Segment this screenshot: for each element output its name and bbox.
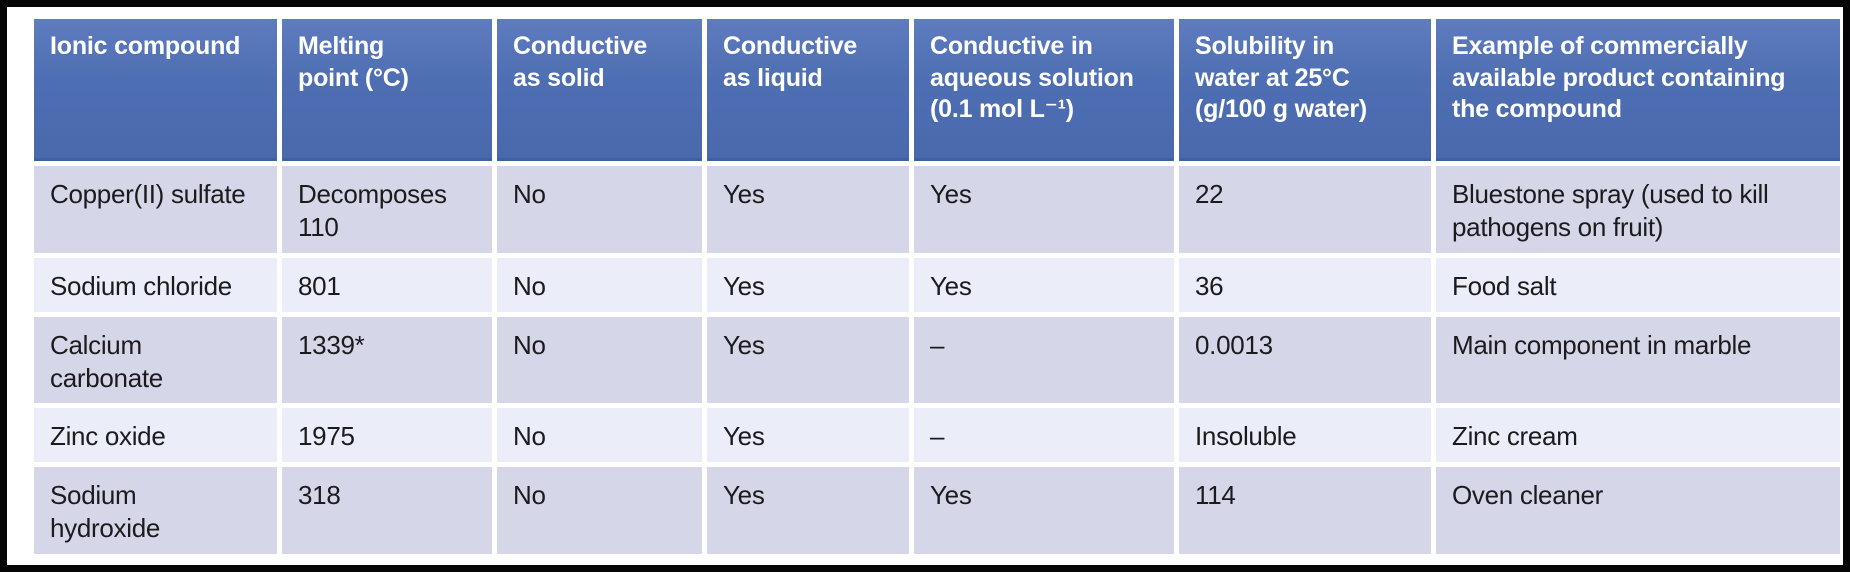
table-row-sodium-hydroxide: Sodium hydroxide 318 No Yes Yes 114 Oven… (34, 467, 1840, 554)
table-cell: Yes (707, 257, 909, 312)
table-cell: No (497, 166, 702, 253)
table-cell: Bluestone spray (used to kill pathogens … (1436, 166, 1840, 253)
table-cell: Yes (707, 408, 909, 463)
table-cell: 0.0013 (1179, 316, 1431, 404)
table-cell: 22 (1179, 166, 1431, 253)
table-cell: – (914, 408, 1174, 463)
table-cell: Copper(II) sulfate (34, 166, 277, 253)
table-cell: Yes (707, 166, 909, 253)
column-header-ionic-compound: Ionic compound (34, 19, 277, 161)
table-cell: Sodium chloride (34, 257, 277, 312)
table-cell: Yes (914, 257, 1174, 312)
table-cell: 36 (1179, 257, 1431, 312)
table-cell: – (914, 316, 1174, 404)
table-cell: No (497, 257, 702, 312)
table-cell: Oven cleaner (1436, 467, 1840, 554)
table-cell: Food salt (1436, 257, 1840, 312)
table-cell: Main component in marble (1436, 316, 1840, 404)
table-cell: Decomposes 110 (282, 166, 492, 253)
ionic-compounds-table: Ionic compound Melting point (°C) Conduc… (29, 14, 1845, 559)
column-header-conductive-liquid: Conductive as liquid (707, 19, 909, 161)
table-row-zinc-oxide: Zinc oxide 1975 No Yes – Insoluble Zinc … (34, 408, 1840, 463)
table-cell: Calcium carbonate (34, 316, 277, 404)
column-header-melting-point: Melting point (°C) (282, 19, 492, 161)
table-cell: Yes (707, 467, 909, 554)
table-cell: 114 (1179, 467, 1431, 554)
table-cell: Yes (914, 166, 1174, 253)
table-row-copper-sulfate: Copper(II) sulfate Decomposes 110 No Yes… (34, 166, 1840, 253)
table-header-row: Ionic compound Melting point (°C) Conduc… (34, 19, 1840, 161)
table-cell: 1339* (282, 316, 492, 404)
table-cell: No (497, 467, 702, 554)
column-header-example-product: Example of commercially available produc… (1436, 19, 1840, 161)
column-header-conductive-solid: Conductive as solid (497, 19, 702, 161)
table-row-calcium-carbonate: Calcium carbonate 1339* No Yes – 0.0013 … (34, 316, 1840, 404)
table-cell: Yes (914, 467, 1174, 554)
table-cell: 318 (282, 467, 492, 554)
table-row-sodium-chloride: Sodium chloride 801 No Yes Yes 36 Food s… (34, 257, 1840, 312)
table-cell: No (497, 316, 702, 404)
table-cell: Zinc oxide (34, 408, 277, 463)
table-cell: 801 (282, 257, 492, 312)
table-cell: 1975 (282, 408, 492, 463)
column-header-solubility: Solubility in water at 25°C (g/100 g wat… (1179, 19, 1431, 161)
column-header-conductive-aqueous: Conductive in aqueous solution (0.1 mol … (914, 19, 1174, 161)
table-cell: Zinc cream (1436, 408, 1840, 463)
table-cell: Sodium hydroxide (34, 467, 277, 554)
table-cell: Yes (707, 316, 909, 404)
table-cell: Insoluble (1179, 408, 1431, 463)
table-cell: No (497, 408, 702, 463)
